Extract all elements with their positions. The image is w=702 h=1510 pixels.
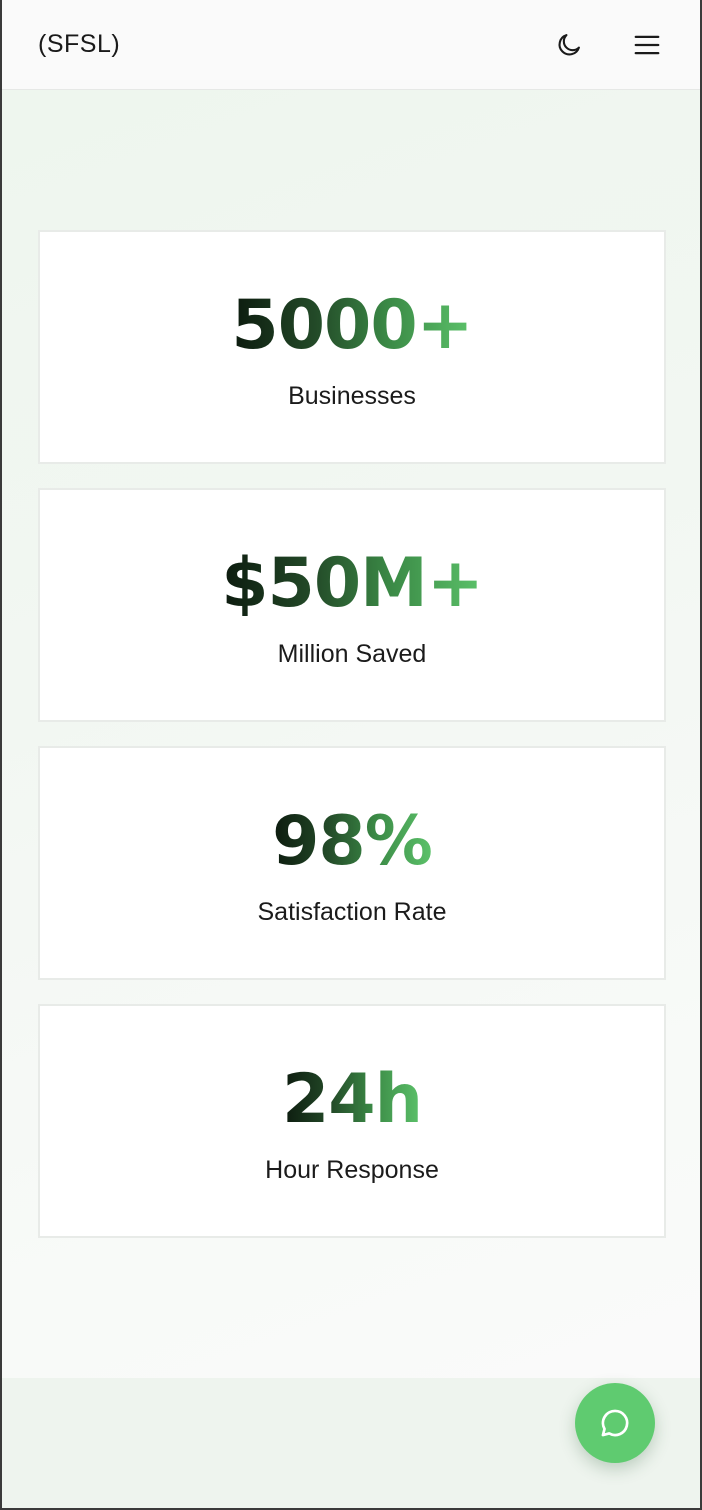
top-nav-bar: (SFSL) — [2, 0, 700, 90]
theme-toggle-button[interactable] — [552, 28, 586, 62]
stat-label: Businesses — [288, 381, 416, 410]
stat-value: $50M+ — [221, 543, 484, 623]
moon-icon — [558, 33, 580, 55]
stat-card-million-saved: $50M+ Million Saved — [38, 488, 666, 722]
menu-button[interactable] — [630, 28, 664, 62]
stat-card-hour-response: 24h Hour Response — [38, 1004, 666, 1238]
stat-value: 98% — [272, 801, 433, 881]
stat-value: 24h — [281, 1059, 423, 1139]
stats-list: 5000+ Businesses $50M+ Million Saved 98%… — [38, 230, 666, 1238]
chat-button[interactable] — [575, 1383, 655, 1463]
menu-icon — [634, 35, 660, 54]
stat-card-satisfaction-rate: 98% Satisfaction Rate — [38, 746, 666, 980]
top-actions — [552, 28, 664, 62]
brand-logo-text[interactable]: (SFSL) — [38, 30, 121, 58]
stat-value: 5000+ — [231, 285, 473, 365]
stat-label: Million Saved — [277, 639, 427, 668]
stat-label: Hour Response — [265, 1155, 439, 1184]
stat-label: Satisfaction Rate — [257, 897, 447, 926]
stat-card-businesses: 5000+ Businesses — [38, 230, 666, 464]
chat-bubble-icon — [601, 1409, 629, 1437]
